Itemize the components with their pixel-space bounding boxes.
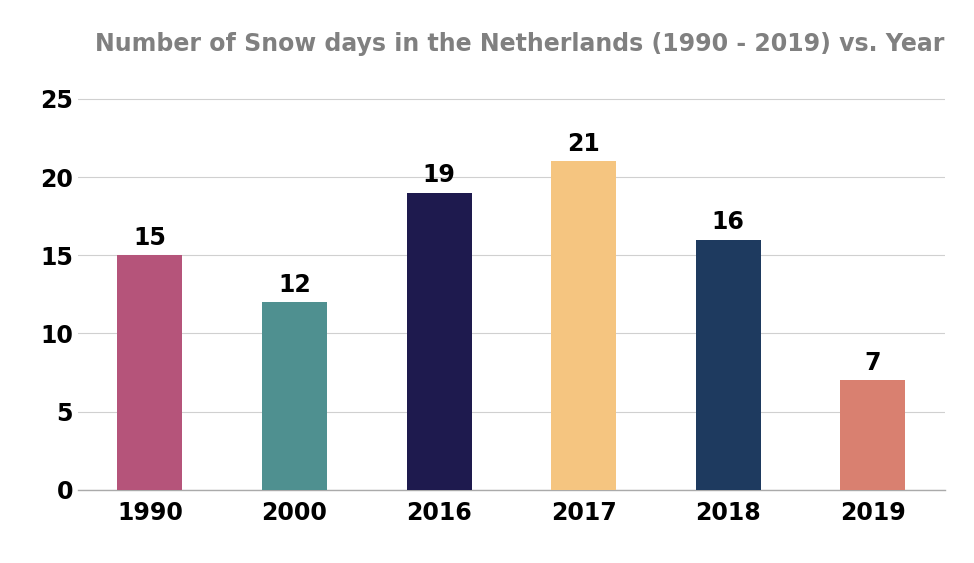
Bar: [262, 302, 327, 490]
Bar: [695, 240, 761, 490]
Bar: [551, 162, 617, 490]
Text: 16: 16: [712, 210, 745, 234]
Text: 19: 19: [423, 163, 456, 187]
Text: 12: 12: [279, 272, 311, 297]
Bar: [117, 255, 182, 490]
Text: Number of Snow days in the Netherlands (1990 - 2019) vs. Year: Number of Snow days in the Netherlands (…: [95, 32, 945, 56]
Bar: [406, 193, 471, 490]
Text: 7: 7: [865, 351, 881, 375]
Text: 21: 21: [567, 132, 600, 156]
Text: 15: 15: [133, 226, 167, 250]
Bar: [841, 381, 906, 490]
